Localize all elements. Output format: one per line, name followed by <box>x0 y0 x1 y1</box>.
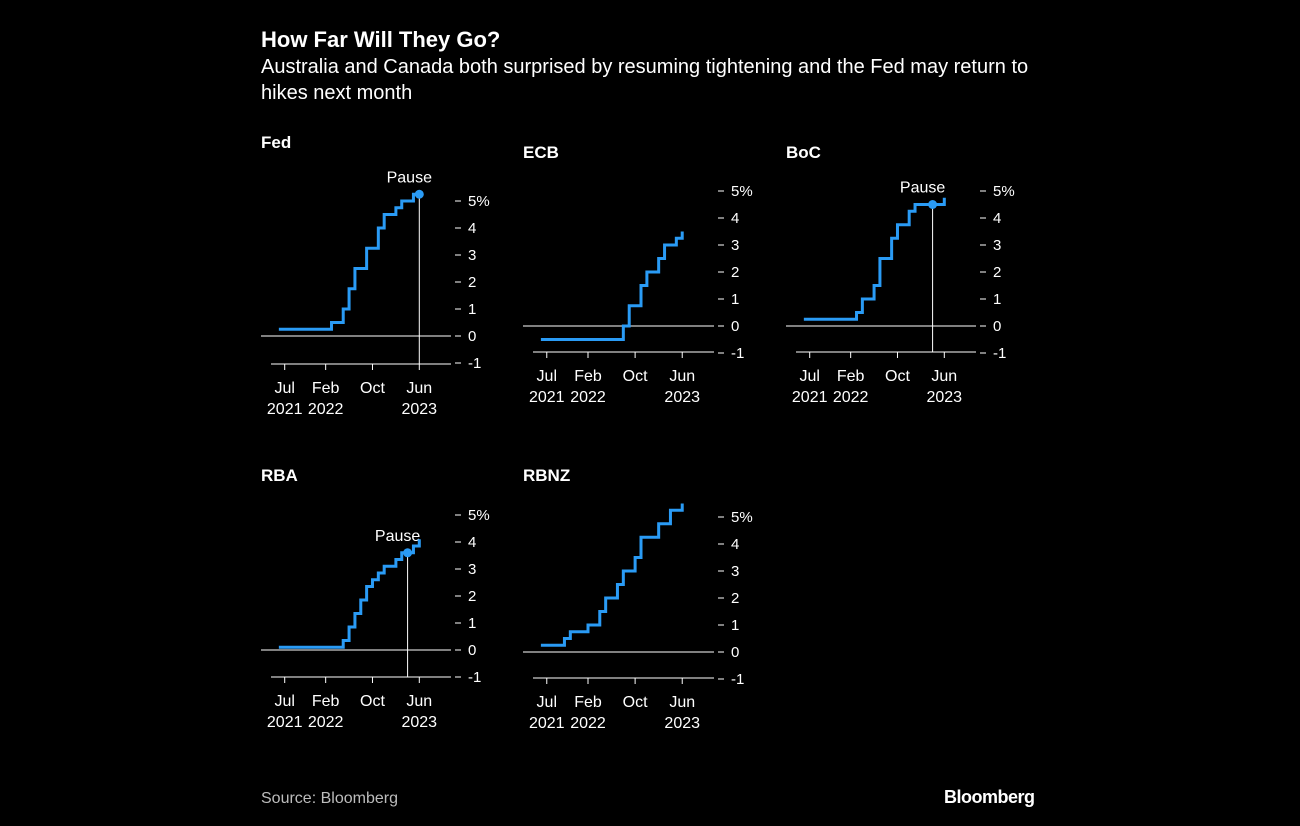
x-tick-label: Oct <box>360 693 385 710</box>
y-tick-label: 4 <box>468 534 476 551</box>
y-tick-label: 5% <box>731 509 753 526</box>
panel-title-rbnz: RBNZ <box>523 466 571 485</box>
x-tick-label: Jul <box>274 693 294 710</box>
y-tick-label: 3 <box>468 561 476 578</box>
y-tick-label: 5% <box>468 507 490 524</box>
x-tick-label: Jul <box>799 368 819 385</box>
x-tick-year-label: 2022 <box>308 714 344 731</box>
panel-title-rba: RBA <box>261 466 298 485</box>
y-tick-label: 2 <box>731 264 739 281</box>
y-tick-label: 5% <box>731 183 753 200</box>
chart-fed: -1 0 1 2 3 4 5% Jul 2021 Feb 2022 Oct Jun 2023 Pause <box>261 169 490 418</box>
x-tick-label: Jul <box>274 380 294 397</box>
y-tick-label: 5% <box>468 193 490 210</box>
y-tick-label: -1 <box>993 345 1006 362</box>
y-tick-label: 4 <box>993 210 1001 227</box>
y-tick-label: 2 <box>468 274 476 291</box>
x-tick-label: Jul <box>537 694 557 711</box>
chart-boc: -1 0 1 2 3 4 5% Jul 2021 Feb 2022 Oct Jun 2023 Pause <box>786 180 1015 406</box>
series-line <box>278 539 421 649</box>
chart-ecb: -1 0 1 2 3 4 5% Jul 2021 Feb 2022 Oct Jun 2023 <box>523 183 753 406</box>
y-tick-label: 3 <box>731 237 739 254</box>
x-tick-year-label: 2021 <box>529 715 565 732</box>
y-tick-label: 0 <box>993 318 1001 335</box>
y-tick-label: 2 <box>731 590 739 607</box>
source-note: Source: Bloomberg <box>261 790 398 807</box>
y-tick-label: 1 <box>731 617 739 634</box>
y-tick-label: 3 <box>993 237 1001 254</box>
series-line <box>278 192 420 331</box>
x-tick-label: Feb <box>312 693 340 710</box>
chart-subtitle: Australia and Canada both surprised by r… <box>261 56 1029 104</box>
x-tick-label: Jun <box>931 368 957 385</box>
y-tick-label: 1 <box>468 301 476 318</box>
y-tick-label: 1 <box>468 615 476 632</box>
pause-label: Pause <box>900 180 945 197</box>
y-tick-label: 4 <box>731 210 739 227</box>
x-tick-label: Jul <box>537 368 557 385</box>
x-tick-label: Oct <box>623 368 648 385</box>
x-tick-label: Oct <box>885 368 910 385</box>
x-tick-year-label: 2023 <box>664 715 700 732</box>
panel-title-fed: Fed <box>261 133 292 152</box>
y-tick-label: 3 <box>731 563 739 580</box>
y-tick-label: 0 <box>468 328 476 345</box>
chart-rbnz: -1 0 1 2 3 4 5% Jul 2021 Feb 2022 Oct Jun 2023 <box>523 503 753 732</box>
x-tick-year-label: 2023 <box>926 389 962 406</box>
x-tick-year-label: 2022 <box>833 389 869 406</box>
y-tick-label: -1 <box>731 671 744 688</box>
pause-label: Pause <box>387 169 432 186</box>
y-tick-label: 4 <box>731 536 739 553</box>
pause-point <box>928 200 938 209</box>
y-tick-label: 4 <box>468 220 476 237</box>
x-tick-year-label: 2022 <box>570 715 606 732</box>
pause-point <box>414 189 424 199</box>
y-tick-label: 2 <box>993 264 1001 281</box>
x-tick-label: Feb <box>312 380 340 397</box>
y-tick-label: 0 <box>731 318 739 335</box>
series-line <box>540 231 684 341</box>
x-tick-label: Oct <box>623 694 648 711</box>
y-tick-label: 1 <box>731 291 739 308</box>
panel-title-boc: BoC <box>786 143 821 162</box>
pause-point <box>403 548 413 558</box>
panel-title-ecb: ECB <box>523 143 559 162</box>
y-tick-label: 1 <box>993 291 1001 308</box>
pause-label: Pause <box>375 528 420 545</box>
x-tick-year-label: 2022 <box>308 401 344 418</box>
bloomberg-logo: Bloomberg <box>944 787 1035 807</box>
y-tick-label: 0 <box>731 644 739 661</box>
x-tick-label: Jun <box>669 694 695 711</box>
x-tick-year-label: 2021 <box>792 389 828 406</box>
y-tick-label: 3 <box>468 247 476 264</box>
y-tick-label: -1 <box>468 355 481 372</box>
x-tick-label: Feb <box>574 368 602 385</box>
y-tick-label: 2 <box>468 588 476 605</box>
chart-rba: -1 0 1 2 3 4 5% Jul 2021 Feb 2022 Oct Jun 2023 Pause <box>261 507 490 731</box>
y-tick-label: -1 <box>731 345 744 362</box>
x-tick-year-label: 2021 <box>267 401 303 418</box>
x-tick-year-label: 2023 <box>401 714 437 731</box>
y-tick-label: 0 <box>468 642 476 659</box>
x-tick-label: Jun <box>406 693 432 710</box>
y-tick-label: 5% <box>993 183 1015 200</box>
chart-title: How Far Will They Go? <box>261 27 501 52</box>
x-tick-label: Jun <box>669 368 695 385</box>
series-line <box>540 503 684 647</box>
x-tick-label: Feb <box>837 368 865 385</box>
x-tick-year-label: 2023 <box>664 389 700 406</box>
x-tick-label: Feb <box>574 694 602 711</box>
series-line <box>803 197 946 321</box>
x-tick-year-label: 2021 <box>267 714 303 731</box>
x-tick-year-label: 2023 <box>401 401 437 418</box>
x-tick-label: Jun <box>406 380 432 397</box>
x-tick-label: Oct <box>360 380 385 397</box>
x-tick-year-label: 2021 <box>529 389 565 406</box>
x-tick-year-label: 2022 <box>570 389 606 406</box>
y-tick-label: -1 <box>468 669 481 686</box>
